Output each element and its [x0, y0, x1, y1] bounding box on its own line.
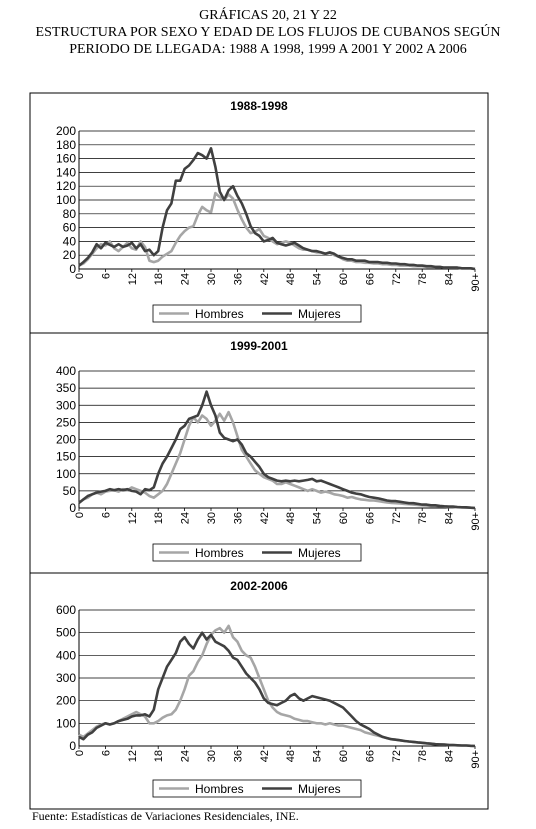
x-tick-label: 6 — [100, 512, 112, 518]
chart-frame — [29, 332, 489, 574]
x-tick-label: 78 — [417, 512, 429, 524]
y-tick-label: 0 — [69, 262, 76, 276]
x-tick-label: 72 — [391, 273, 403, 285]
series-line-mujeres — [78, 390, 476, 510]
x-tick-label: 36 — [232, 750, 244, 762]
x-tick-label: 24 — [180, 750, 192, 762]
legend-label: Mujeres — [298, 782, 341, 796]
x-tick-label: 12 — [127, 750, 139, 762]
legend-box — [152, 304, 362, 323]
y-tick-label: 180 — [56, 138, 76, 152]
x-tick-label: 60 — [338, 512, 350, 524]
y-tick-label: 400 — [56, 364, 76, 378]
y-tick-label: 160 — [56, 152, 76, 166]
y-tick-label: 600 — [56, 603, 76, 617]
x-tick-label: 48 — [285, 750, 297, 762]
x-tick-label: 24 — [180, 512, 192, 524]
y-tick-label: 50 — [63, 484, 77, 498]
x-tick-label: 54 — [312, 512, 324, 524]
y-tick-label: 250 — [56, 415, 76, 429]
y-tick-label: 200 — [56, 124, 76, 138]
y-tick-label: 80 — [63, 207, 77, 221]
x-tick-label: 18 — [153, 512, 165, 524]
x-tick-label: 36 — [232, 512, 244, 524]
x-tick-label: 72 — [391, 512, 403, 524]
x-tick-label: 24 — [180, 273, 192, 285]
x-tick-label: 48 — [285, 273, 297, 285]
x-tick-label: 12 — [127, 273, 139, 285]
chart-title: 2002-2006 — [230, 579, 288, 593]
x-tick-label: 84 — [444, 512, 456, 524]
x-tick-label: 84 — [444, 273, 456, 285]
x-tick-label: 90+ — [470, 512, 482, 531]
legend-box — [152, 779, 362, 798]
y-tick-label: 300 — [56, 398, 76, 412]
series-line-mujeres — [78, 147, 476, 271]
figure-subtitle-line1: ESTRUCTURA POR SEXO Y EDAD DE LOS FLUJOS… — [35, 25, 501, 40]
y-tick-label: 120 — [56, 179, 76, 193]
x-tick-label: 84 — [444, 750, 456, 762]
x-tick-label: 0 — [74, 512, 86, 518]
figure-subtitle-line2: PERIODO DE LLEGADA: 1988 A 1998, 1999 A … — [69, 42, 467, 57]
x-tick-label: 30 — [206, 512, 218, 524]
x-tick-label: 0 — [74, 273, 86, 279]
x-tick-label: 48 — [285, 512, 297, 524]
legend-label: Mujeres — [298, 307, 341, 321]
x-tick-label: 78 — [417, 750, 429, 762]
x-tick-label: 90+ — [470, 273, 482, 292]
legend-box — [152, 543, 362, 562]
legend-label: Mujeres — [298, 546, 341, 560]
y-tick-label: 100 — [56, 716, 76, 730]
x-tick-label: 12 — [127, 512, 139, 524]
y-tick-label: 40 — [63, 234, 77, 248]
y-tick-label: 20 — [63, 248, 77, 262]
x-tick-label: 30 — [206, 750, 218, 762]
x-tick-label: 18 — [153, 750, 165, 762]
x-tick-label: 66 — [364, 750, 376, 762]
y-tick-label: 200 — [56, 433, 76, 447]
y-tick-label: 0 — [69, 739, 76, 753]
x-tick-label: 18 — [153, 273, 165, 285]
y-tick-label: 0 — [69, 501, 76, 515]
x-tick-label: 36 — [232, 273, 244, 285]
x-tick-label: 6 — [100, 750, 112, 756]
x-tick-label: 54 — [312, 273, 324, 285]
chart-3: 2002-2006 0 100 200 300 400 500 600 0 6 12 18 24 30 36… — [29, 572, 489, 810]
x-tick-label: 90+ — [470, 750, 482, 769]
figure-title: GRÁFICAS 20, 21 Y 22 — [199, 8, 337, 23]
x-tick-label: 30 — [206, 273, 218, 285]
y-tick-label: 60 — [63, 221, 77, 235]
x-tick-label: 0 — [74, 750, 86, 756]
chart-title: 1988-1998 — [230, 99, 288, 113]
y-tick-label: 300 — [56, 671, 76, 685]
series-line-mujeres — [78, 631, 476, 748]
x-tick-label: 60 — [338, 273, 350, 285]
y-tick-label: 140 — [56, 165, 76, 179]
y-tick-label: 400 — [56, 648, 76, 662]
y-tick-label: 350 — [56, 381, 76, 395]
x-tick-label: 42 — [259, 512, 271, 524]
y-tick-label: 100 — [56, 467, 76, 481]
x-tick-label: 42 — [259, 273, 271, 285]
legend-label: Hombres — [195, 546, 244, 560]
chart-2: 1999-2001 0 50 100 150 200 250 300 350 400 0 6 12 18 2… — [29, 332, 489, 574]
x-tick-label: 66 — [364, 512, 376, 524]
x-tick-label: 66 — [364, 273, 376, 285]
y-tick-label: 150 — [56, 450, 76, 464]
x-tick-label: 60 — [338, 750, 350, 762]
x-tick-label: 78 — [417, 273, 429, 285]
x-tick-label: 54 — [312, 750, 324, 762]
source-note: Fuente: Estadísticas de Variaciones Resi… — [32, 809, 299, 823]
chart-title: 1999-2001 — [230, 339, 288, 353]
y-tick-label: 100 — [56, 193, 76, 207]
legend-label: Hombres — [195, 307, 244, 321]
x-tick-label: 6 — [100, 273, 112, 279]
legend-label: Hombres — [195, 782, 244, 796]
y-tick-label: 200 — [56, 694, 76, 708]
y-tick-label: 500 — [56, 626, 76, 640]
x-tick-label: 72 — [391, 750, 403, 762]
x-tick-label: 42 — [259, 750, 271, 762]
